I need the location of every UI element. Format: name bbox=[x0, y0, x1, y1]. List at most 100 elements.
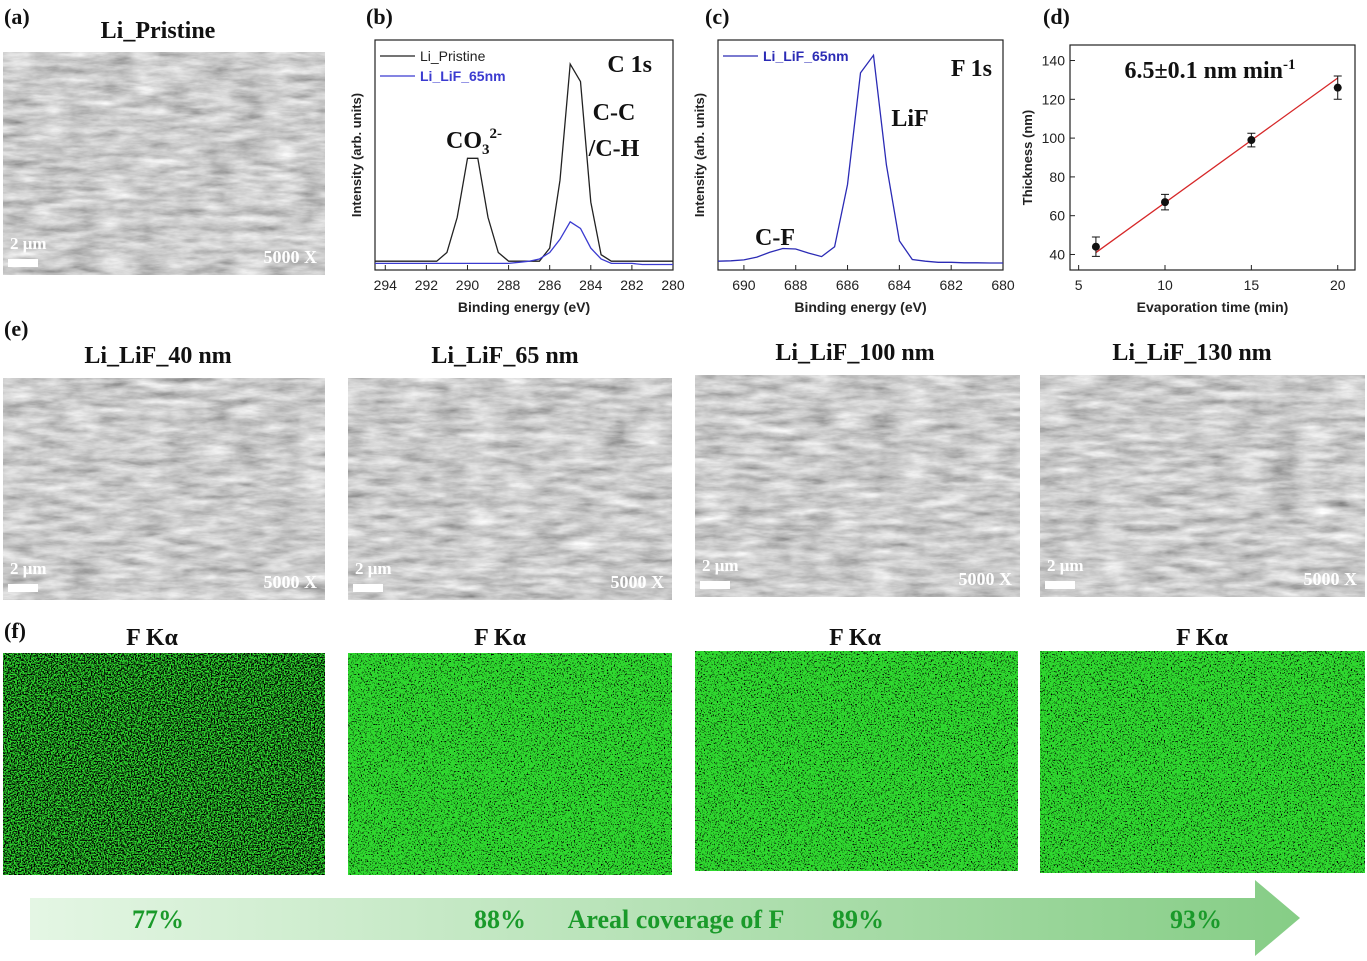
x-tick-label: 20 bbox=[1330, 277, 1346, 293]
x-axis-title: Binding energy (eV) bbox=[458, 299, 590, 315]
chart-title: F 1s bbox=[951, 56, 992, 82]
chart-title: 6.5±0.1 nm min-1 bbox=[1124, 57, 1295, 84]
magnification: 5000 X bbox=[264, 247, 318, 267]
magnification: 5000 X bbox=[611, 572, 665, 592]
peak-annotation: LiF bbox=[891, 106, 928, 132]
y-tick-label: 120 bbox=[1042, 91, 1066, 107]
scale-bar-label: 2 μm bbox=[355, 559, 392, 578]
magnification: 5000 X bbox=[264, 572, 318, 592]
sem-title: Li_LiF_100 nm bbox=[775, 340, 934, 366]
peak-annotation: CO32- bbox=[446, 126, 502, 158]
peak-annotation: C-F bbox=[755, 225, 795, 251]
x-tick-label: 288 bbox=[497, 277, 521, 293]
scale-bar bbox=[8, 259, 38, 267]
y-tick-label: 80 bbox=[1049, 169, 1065, 185]
chart-title: C 1s bbox=[607, 52, 652, 78]
magnification: 5000 X bbox=[959, 569, 1013, 589]
sem-image bbox=[3, 378, 325, 600]
plot-frame bbox=[717, 39, 1004, 271]
legend-label: Li_LiF_65nm bbox=[420, 68, 506, 84]
chart-title-text: F 1s bbox=[951, 56, 992, 82]
x-tick-label: 682 bbox=[940, 277, 964, 293]
x-tick-label: 686 bbox=[836, 277, 860, 293]
scale-bar bbox=[353, 584, 383, 592]
scale-bar-label: 2 μm bbox=[10, 559, 47, 578]
eds-title: F Kα bbox=[474, 625, 526, 651]
y-tick-label: 40 bbox=[1049, 246, 1065, 262]
scale-bar bbox=[700, 581, 730, 589]
eds-title: F Kα bbox=[829, 625, 881, 651]
annotation-sup: 2- bbox=[490, 126, 503, 142]
x-tick-label: 680 bbox=[991, 277, 1015, 293]
panel-label: (e) bbox=[4, 316, 28, 341]
x-tick-label: 286 bbox=[538, 277, 562, 293]
sem-title: Li_Pristine bbox=[101, 18, 216, 44]
y-tick-label: 60 bbox=[1049, 208, 1065, 224]
sem-image bbox=[695, 375, 1020, 597]
y-axis-title: Thickness (nm) bbox=[1020, 110, 1035, 205]
coverage-value: 77% bbox=[132, 905, 184, 934]
x-tick-label: 10 bbox=[1157, 277, 1173, 293]
sem-image bbox=[348, 378, 672, 600]
x-tick-label: 280 bbox=[661, 277, 685, 293]
data-point bbox=[1161, 198, 1169, 207]
x-tick-label: 5 bbox=[1075, 277, 1083, 293]
eds-title: F Kα bbox=[126, 625, 178, 651]
sem-title: Li_LiF_65 nm bbox=[431, 343, 578, 369]
x-tick-label: 15 bbox=[1244, 277, 1260, 293]
y-tick-label: 140 bbox=[1042, 53, 1066, 69]
scale-bar-label: 2 μm bbox=[10, 234, 47, 253]
x-tick-label: 294 bbox=[374, 277, 398, 293]
sem-image bbox=[1040, 375, 1365, 597]
eds-noise bbox=[3, 653, 325, 875]
peak-annotation: C-C bbox=[593, 100, 636, 126]
panel-label: (c) bbox=[705, 4, 729, 29]
scale-bar bbox=[1045, 581, 1075, 589]
x-tick-label: 690 bbox=[732, 277, 756, 293]
plot-frame bbox=[1069, 44, 1356, 271]
annotation-sub: 3 bbox=[482, 142, 490, 158]
legend-label: Li_LiF_65nm bbox=[763, 48, 849, 64]
y-tick-label: 100 bbox=[1042, 130, 1066, 146]
sem-title: Li_LiF_130 nm bbox=[1112, 340, 1271, 366]
spectrum-line bbox=[375, 220, 673, 266]
x-tick-label: 292 bbox=[415, 277, 439, 293]
y-axis-title: Intensity (arb. units) bbox=[692, 93, 707, 217]
y-axis-title: Intensity (arb. units) bbox=[349, 93, 364, 217]
plot-frame bbox=[374, 39, 674, 271]
coverage-value: 89% bbox=[832, 905, 884, 934]
panel-label: (a) bbox=[4, 4, 30, 29]
annotation-text: CO bbox=[446, 128, 482, 154]
annotation-text: /C-H bbox=[588, 136, 640, 162]
coverage-value: 93% bbox=[1170, 905, 1222, 934]
data-point bbox=[1247, 136, 1256, 145]
coverage-arrow bbox=[30, 880, 1300, 956]
panel-label: (d) bbox=[1043, 4, 1070, 29]
chart-title-text: C 1s bbox=[607, 52, 652, 78]
peak-annotation: /C-H bbox=[588, 136, 640, 162]
x-tick-label: 688 bbox=[784, 277, 808, 293]
annotation-text: LiF bbox=[891, 106, 928, 132]
data-point bbox=[1091, 242, 1100, 251]
data-point bbox=[1333, 83, 1342, 92]
scale-bar-label: 2 μm bbox=[702, 556, 739, 575]
chart-title-sup: -1 bbox=[1283, 57, 1296, 73]
annotation-text: C-C bbox=[593, 100, 636, 126]
coverage-label: Areal coverage of F bbox=[568, 905, 785, 934]
chart-title-text: 6.5±0.1 nm min bbox=[1124, 58, 1283, 84]
x-tick-label: 290 bbox=[456, 277, 480, 293]
eds-title: F Kα bbox=[1176, 625, 1228, 651]
panel-label: (b) bbox=[366, 4, 393, 29]
sem-image bbox=[3, 52, 325, 275]
eds-noise bbox=[695, 651, 1018, 871]
magnification: 5000 X bbox=[1304, 569, 1358, 589]
annotation-text: C-F bbox=[755, 225, 795, 251]
x-axis-title: Binding energy (eV) bbox=[794, 299, 926, 315]
eds-noise bbox=[1040, 651, 1365, 873]
eds-noise bbox=[348, 653, 672, 875]
spectrum-line bbox=[375, 62, 673, 262]
coverage-value: 88% bbox=[474, 905, 526, 934]
x-tick-label: 284 bbox=[579, 277, 603, 293]
fit-line bbox=[1095, 77, 1339, 254]
